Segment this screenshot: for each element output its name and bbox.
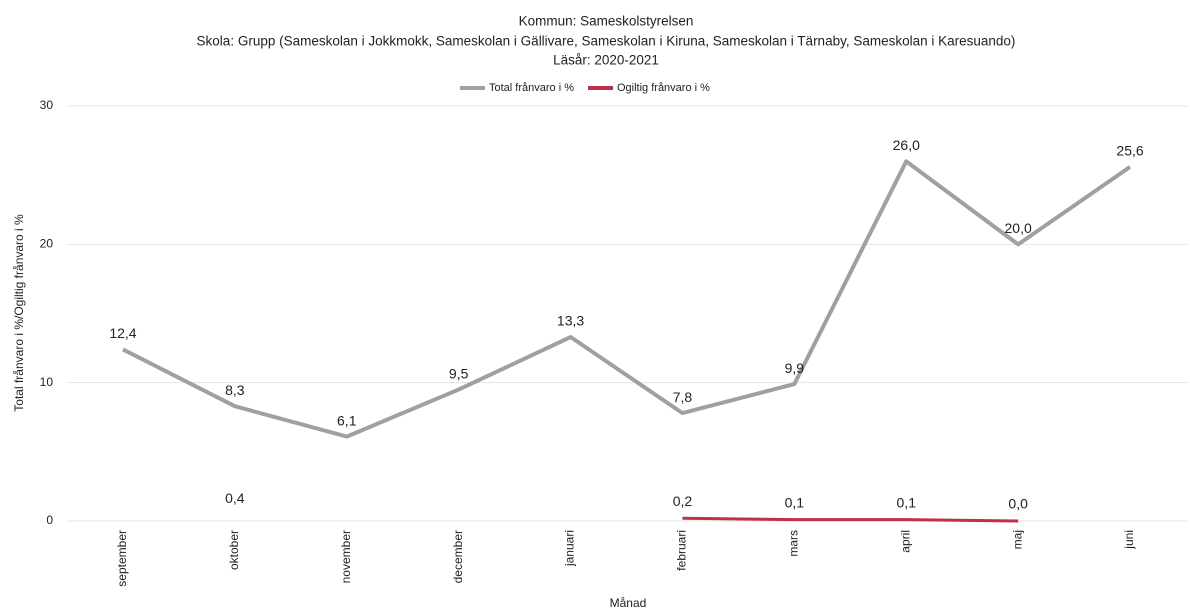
series-line xyxy=(122,159,1132,439)
data-label: 8,3 xyxy=(225,382,245,398)
data-label: 25,6 xyxy=(1116,143,1143,159)
data-label: 0,1 xyxy=(897,494,917,510)
x-tick-label: juni xyxy=(1122,530,1136,550)
x-tick-label: januari xyxy=(563,530,577,567)
data-label: 26,0 xyxy=(893,137,920,153)
y-tick-label: 0 xyxy=(46,513,53,527)
y-tick-label: 30 xyxy=(40,98,54,112)
x-tick-label: september xyxy=(115,530,129,587)
x-tick-label: november xyxy=(339,530,353,583)
x-tick-label: december xyxy=(451,530,465,583)
data-label: 9,9 xyxy=(785,360,805,376)
legend-label: Total frånvaro i % xyxy=(489,82,574,94)
legend-label: Ogiltig frånvaro i % xyxy=(617,82,710,94)
data-label: 0,2 xyxy=(673,493,693,509)
series-line xyxy=(682,516,1019,523)
chart-subtitle: Skola: Grupp (Sameskolan i Jokkmokk, Sam… xyxy=(197,34,1016,49)
data-label: 0,1 xyxy=(785,494,805,510)
data-label: 0,4 xyxy=(225,490,245,506)
data-label: 20,0 xyxy=(1005,220,1032,236)
chart-subtitle: Läsår: 2020-2021 xyxy=(553,53,659,68)
data-label: 7,8 xyxy=(673,389,693,405)
x-tick-label: oktober xyxy=(227,530,241,570)
data-label: 6,1 xyxy=(337,412,357,428)
x-tick-label: februari xyxy=(675,530,689,571)
y-tick-label: 20 xyxy=(40,237,54,251)
y-tick-label: 10 xyxy=(40,375,54,389)
x-tick-label: maj xyxy=(1010,530,1024,549)
x-tick-label: mars xyxy=(787,530,801,557)
data-label: 0,0 xyxy=(1008,496,1028,512)
x-tick-label: april xyxy=(898,530,912,553)
y-axis-label: Total frånvaro i %/Ogiltig frånvaro i % xyxy=(12,214,26,412)
x-axis-label: Månad xyxy=(610,596,647,610)
chart-title: Kommun: Sameskolstyrelsen xyxy=(519,14,694,29)
data-label: 13,3 xyxy=(557,313,584,329)
data-label: 9,5 xyxy=(449,365,469,381)
data-label: 12,4 xyxy=(109,325,136,341)
